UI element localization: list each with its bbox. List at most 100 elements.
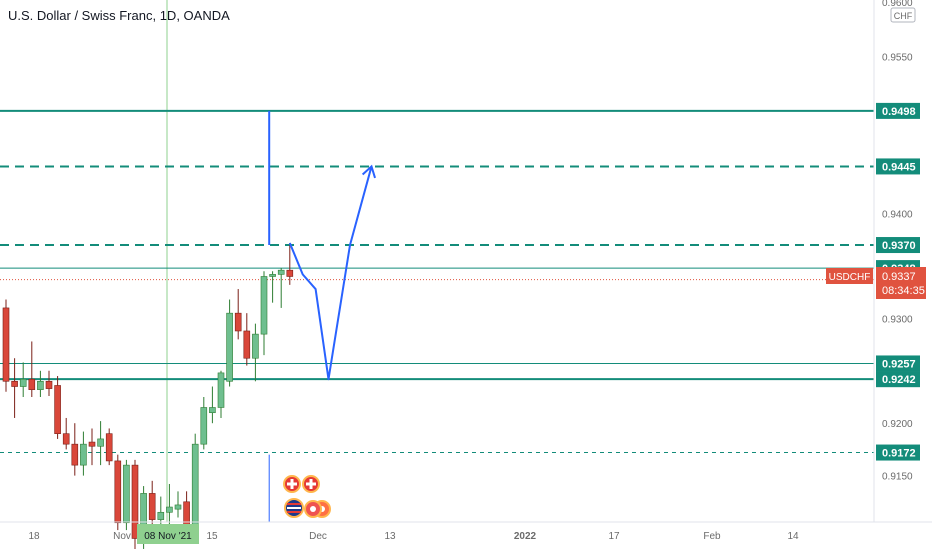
candle [286, 242, 294, 285]
candles-layer [2, 242, 294, 549]
candle [28, 341, 36, 397]
x-tick-label: 13 [384, 531, 396, 542]
candle-body [260, 276, 268, 335]
x-tick-label: Dec [309, 531, 327, 542]
candle [11, 358, 18, 418]
y-tick-label: 0.9150 [882, 472, 913, 483]
candle [37, 370, 44, 397]
last-price-value: 0.9337 [882, 271, 916, 283]
candle [97, 421, 104, 466]
projection-arrowhead [361, 164, 376, 179]
swiss-flag-icon[interactable] [302, 475, 320, 493]
candle-body [148, 493, 156, 520]
candle-body [62, 433, 70, 445]
us-flag-icon[interactable] [284, 498, 304, 518]
event-badge-icon[interactable] [304, 500, 322, 518]
candle-body [277, 269, 285, 275]
level-label-0.9445: 0.9445 [882, 161, 916, 173]
candle [191, 433, 199, 539]
candle-body [97, 438, 104, 447]
candle-body [174, 504, 182, 510]
level-label-0.9257: 0.9257 [882, 358, 916, 370]
level-label-bg [876, 158, 920, 175]
candle-body [80, 443, 87, 466]
candle [234, 289, 242, 340]
candle-body [243, 330, 251, 359]
level-label-bg [876, 371, 920, 388]
x-tick-label: 18 [28, 531, 40, 542]
candle [200, 397, 208, 450]
candle-body [114, 460, 122, 524]
candle-body [105, 433, 113, 462]
y-tick-label: 0.9550 [882, 52, 913, 63]
x-tick-label: 08 Nov '21 [144, 531, 192, 542]
candle [105, 428, 113, 466]
candle-body [217, 372, 225, 408]
candle-body [19, 378, 27, 387]
candle [260, 271, 268, 356]
candle-body [37, 380, 44, 390]
candle [131, 459, 139, 549]
candle-body [11, 380, 18, 387]
candle [243, 313, 251, 366]
candle-body [54, 385, 61, 434]
x-tick-label: Nov [113, 531, 131, 542]
candle-body [131, 464, 139, 539]
last-price-badge: USDCHF 0.9337 08:34:35 [826, 267, 926, 299]
candle [114, 454, 122, 531]
time-axis[interactable]: 18 Nov 08 Nov '21 15 Dec 13 2022 17 Feb 14 [0, 521, 932, 544]
candle-body [88, 441, 96, 447]
candle [252, 323, 259, 382]
candle [62, 417, 70, 450]
candle-body [157, 511, 165, 520]
candle [123, 459, 130, 531]
candle [269, 271, 276, 303]
chart-title: U.S. Dollar / Swiss Franc, 1D, OANDA [8, 8, 230, 23]
swiss-flag-icon[interactable] [283, 475, 301, 493]
candle-body [191, 443, 199, 534]
candle-body [209, 407, 216, 414]
levels-layer [0, 109, 874, 454]
level-label-0.9370: 0.9370 [882, 240, 916, 252]
level-label-0.9498: 0.9498 [882, 106, 916, 118]
drawings-layer [268, 110, 376, 522]
y-tick-label: 0.9200 [882, 419, 913, 430]
level-label-bg [876, 102, 920, 119]
candle-body [252, 333, 259, 359]
date-highlight [137, 524, 199, 544]
candle-body [166, 506, 173, 513]
x-tick-label: 17 [608, 531, 620, 542]
top-tick-partial: 0.9600 [882, 0, 913, 9]
x-tick-label: 14 [787, 531, 799, 542]
x-tick-label: 2022 [514, 531, 537, 542]
candle [277, 268, 285, 308]
event-icons[interactable] [283, 475, 331, 518]
level-labels: 0.94980.94450.93700.93480.92570.92420.91… [876, 102, 920, 461]
candle [166, 483, 173, 526]
y-tick-label: 0.9400 [882, 210, 913, 221]
candle-body [200, 407, 208, 445]
price-axis[interactable]: 0.9150 0.9200 0.9300 0.9400 0.9550 CHF 0.960… [873, 0, 916, 522]
last-price-countdown: 08:34:35 [882, 285, 925, 297]
x-tick-label: Feb [703, 531, 721, 542]
candle-body [71, 443, 79, 466]
candle [2, 299, 10, 392]
candle [174, 491, 182, 518]
x-tick-label: 15 [206, 531, 218, 542]
candle [226, 299, 233, 387]
projection-path [288, 166, 373, 381]
candle-body [226, 312, 233, 382]
currency-badge[interactable]: CHF [890, 7, 916, 23]
candle-body [45, 380, 53, 389]
candle-body [269, 274, 276, 277]
candle [209, 386, 216, 424]
candle [54, 376, 61, 439]
candle-body [28, 378, 36, 390]
level-label-bg [876, 444, 920, 461]
currency-badge-label: CHF [894, 11, 913, 21]
level-label-bg [876, 237, 920, 254]
candle-body [286, 269, 294, 277]
candle-body [234, 312, 242, 332]
